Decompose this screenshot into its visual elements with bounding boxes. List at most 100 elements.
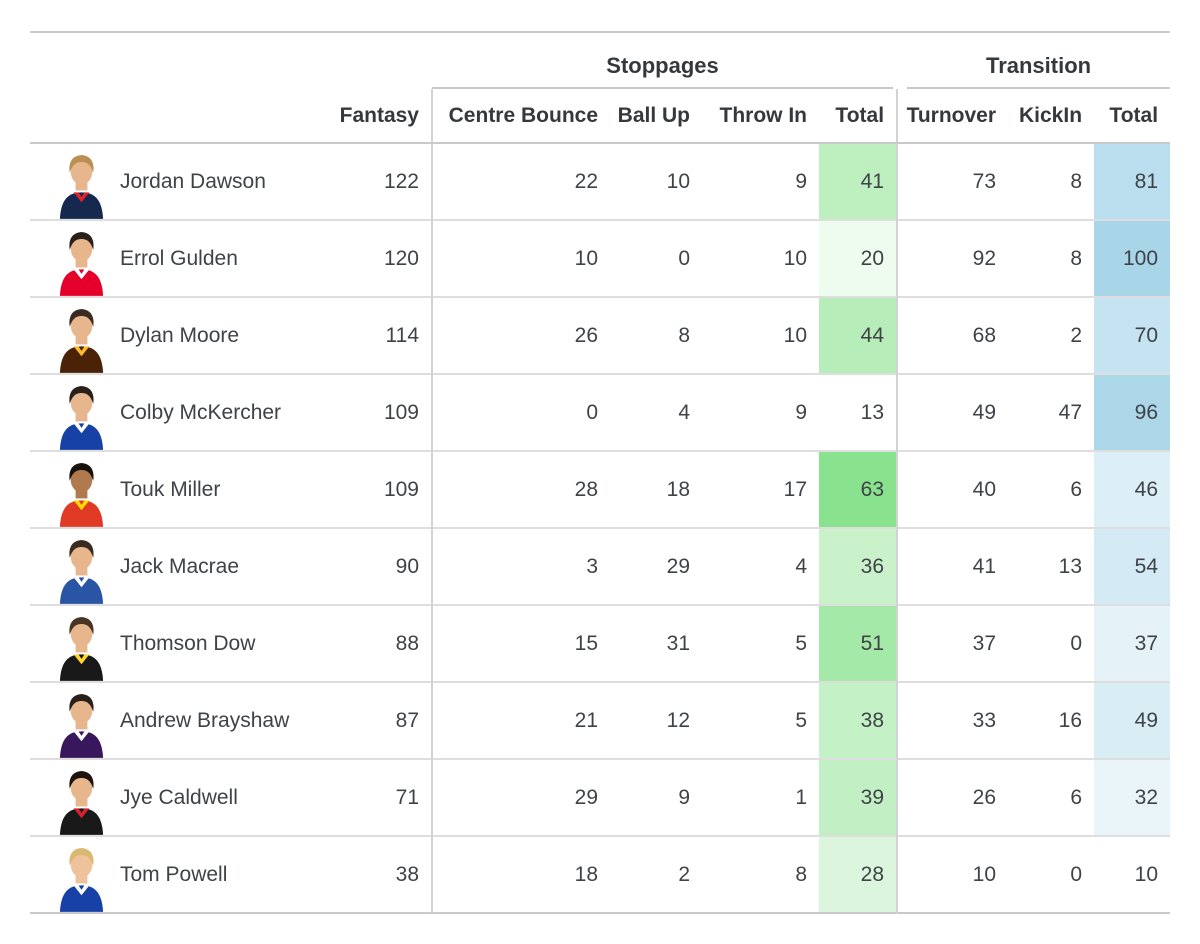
player-name: Touk Miller xyxy=(120,450,310,528)
player-name: Errol Gulden xyxy=(120,219,310,297)
turnover-value: 33 xyxy=(896,681,1009,759)
player-photo-cell xyxy=(30,296,120,374)
player-row: Jordan Dawson 122 22 10 9 41 73 8 81 xyxy=(30,143,1171,220)
fantasy-value: 109 xyxy=(310,373,432,451)
column-header-turnover[interactable]: Turnover xyxy=(896,89,1009,144)
fantasy-value: 88 xyxy=(310,604,432,682)
ball-up-value: 8 xyxy=(610,296,702,374)
throw-in-value: 5 xyxy=(702,604,819,682)
player-photo xyxy=(59,309,104,373)
centre-bounce-value: 22 xyxy=(431,143,610,220)
ball-up-value: 9 xyxy=(610,758,702,836)
player-photo xyxy=(59,386,104,450)
player-name: Jordan Dawson xyxy=(120,169,266,193)
turnover-value: 68 xyxy=(896,296,1009,374)
turnover-value: 37 xyxy=(896,604,1009,682)
throw-in-value: 8 xyxy=(702,835,819,913)
ball-up-value: 12 xyxy=(610,681,702,759)
kickin-value: 2 xyxy=(1008,296,1095,374)
player-name: Jack Macrae xyxy=(120,527,310,605)
throw-in-value: 9 xyxy=(795,169,807,193)
throw-in-value: 10 xyxy=(702,219,819,297)
player-row: Touk Miller 109 28 18 17 63 40 6 46 xyxy=(30,450,1171,528)
transition-total-cell: 37 xyxy=(1094,604,1171,682)
kickin-value: 0 xyxy=(1008,835,1095,913)
transition-total-cell: 32 xyxy=(1094,758,1171,836)
player-photo xyxy=(59,848,104,912)
kickin-value: 8 xyxy=(1070,169,1083,193)
column-header-ball-up[interactable]: Ball Up xyxy=(610,89,702,144)
throw-in-value: 10 xyxy=(702,296,819,374)
stoppages-total-cell: 41 xyxy=(819,143,898,220)
column-header-kickin[interactable]: KickIn xyxy=(1008,89,1095,144)
ball-up-value: 31 xyxy=(610,604,702,682)
player-photo-cell xyxy=(30,450,120,528)
throw-in-value: 5 xyxy=(702,681,819,759)
stoppages-total-cell: 13 xyxy=(819,373,898,451)
player-name: Jye Caldwell xyxy=(120,758,310,836)
player-photo xyxy=(59,771,104,835)
centre-bounce-value: 10 xyxy=(431,219,610,297)
stoppages-total-cell: 51 xyxy=(819,604,898,682)
player-row: Andrew Brayshaw 87 21 12 5 38 33 16 49 xyxy=(30,681,1171,759)
transition-total-cell: 96 xyxy=(1094,373,1171,451)
fantasy-value: 90 xyxy=(310,527,432,605)
player-photo xyxy=(59,540,104,604)
column-header-centre-bounce[interactable]: Centre Bounce xyxy=(431,89,610,144)
turnover-value: 40 xyxy=(896,450,1009,528)
column-header-stoppages-total[interactable]: Total xyxy=(819,89,898,144)
player-photo-cell xyxy=(30,143,120,220)
fantasy-value: 114 xyxy=(310,296,432,374)
fantasy-value: 38 xyxy=(310,835,432,913)
centre-bounce-value: 18 xyxy=(431,835,610,913)
player-name: Dylan Moore xyxy=(120,296,310,374)
player-photo xyxy=(59,232,104,296)
kickin-value: 13 xyxy=(1008,527,1095,605)
player-row: Tom Powell 38 18 2 8 28 10 0 10 xyxy=(30,835,1171,913)
centre-bounce-value: 26 xyxy=(431,296,610,374)
transition-total-cell: 100 xyxy=(1094,219,1171,297)
fantasy-value: 109 xyxy=(310,450,432,528)
column-header-throw-in[interactable]: Throw In xyxy=(702,89,819,144)
ball-up-value: 0 xyxy=(610,219,702,297)
player-photo xyxy=(59,617,104,681)
player-photo xyxy=(59,694,104,758)
turnover-value: 92 xyxy=(896,219,1009,297)
column-header-fantasy[interactable]: Fantasy xyxy=(310,89,432,144)
stoppages-total-cell: 36 xyxy=(819,527,898,605)
stoppages-total-cell: 28 xyxy=(819,835,898,913)
centre-bounce-value: 21 xyxy=(431,681,610,759)
group-header-spacer xyxy=(30,32,432,89)
group-header-row: Stoppages Transition xyxy=(30,32,1171,89)
player-name: Tom Powell xyxy=(120,835,310,913)
player-photo xyxy=(59,463,104,527)
fantasy-value: 120 xyxy=(310,219,432,297)
transition-total-cell: 70 xyxy=(1094,296,1171,374)
player-name: Andrew Brayshaw xyxy=(120,681,310,759)
centre-bounce-value: 0 xyxy=(431,373,610,451)
column-header-row: Fantasy Centre Bounce Ball Up Throw In T… xyxy=(30,89,1171,144)
ball-up-value: 18 xyxy=(610,450,702,528)
player-row: Jye Caldwell 71 29 9 1 39 26 6 32 xyxy=(30,758,1171,836)
stoppages-total-cell: 44 xyxy=(819,296,898,374)
turnover-value: 73 xyxy=(896,143,1009,220)
player-photo-cell xyxy=(30,681,120,759)
centre-bounce-value: 29 xyxy=(431,758,610,836)
ball-up-value: 29 xyxy=(610,527,702,605)
stoppages-total-cell: 39 xyxy=(819,758,898,836)
player-row: Dylan Moore 114 26 8 10 44 68 2 70 xyxy=(30,296,1171,374)
player-row: Colby McKercher 109 0 4 9 13 49 47 96 xyxy=(30,373,1171,451)
kickin-value: 47 xyxy=(1008,373,1095,451)
ball-up-value: 2 xyxy=(610,835,702,913)
group-label-stoppages: Stoppages xyxy=(432,53,894,89)
transition-total-cell: 54 xyxy=(1094,527,1171,605)
turnover-value: 49 xyxy=(896,373,1009,451)
stats-table: Stoppages Transition Fantasy Centre Boun… xyxy=(30,31,1171,914)
throw-in-value: 1 xyxy=(702,758,819,836)
fantasy-value: 71 xyxy=(310,758,432,836)
throw-in-value: 17 xyxy=(702,450,819,528)
ball-up-value: 10 xyxy=(666,169,690,193)
column-header-transition-total[interactable]: Total xyxy=(1094,89,1171,144)
transition-total-cell: 81 xyxy=(1094,143,1171,220)
centre-bounce-value: 28 xyxy=(431,450,610,528)
